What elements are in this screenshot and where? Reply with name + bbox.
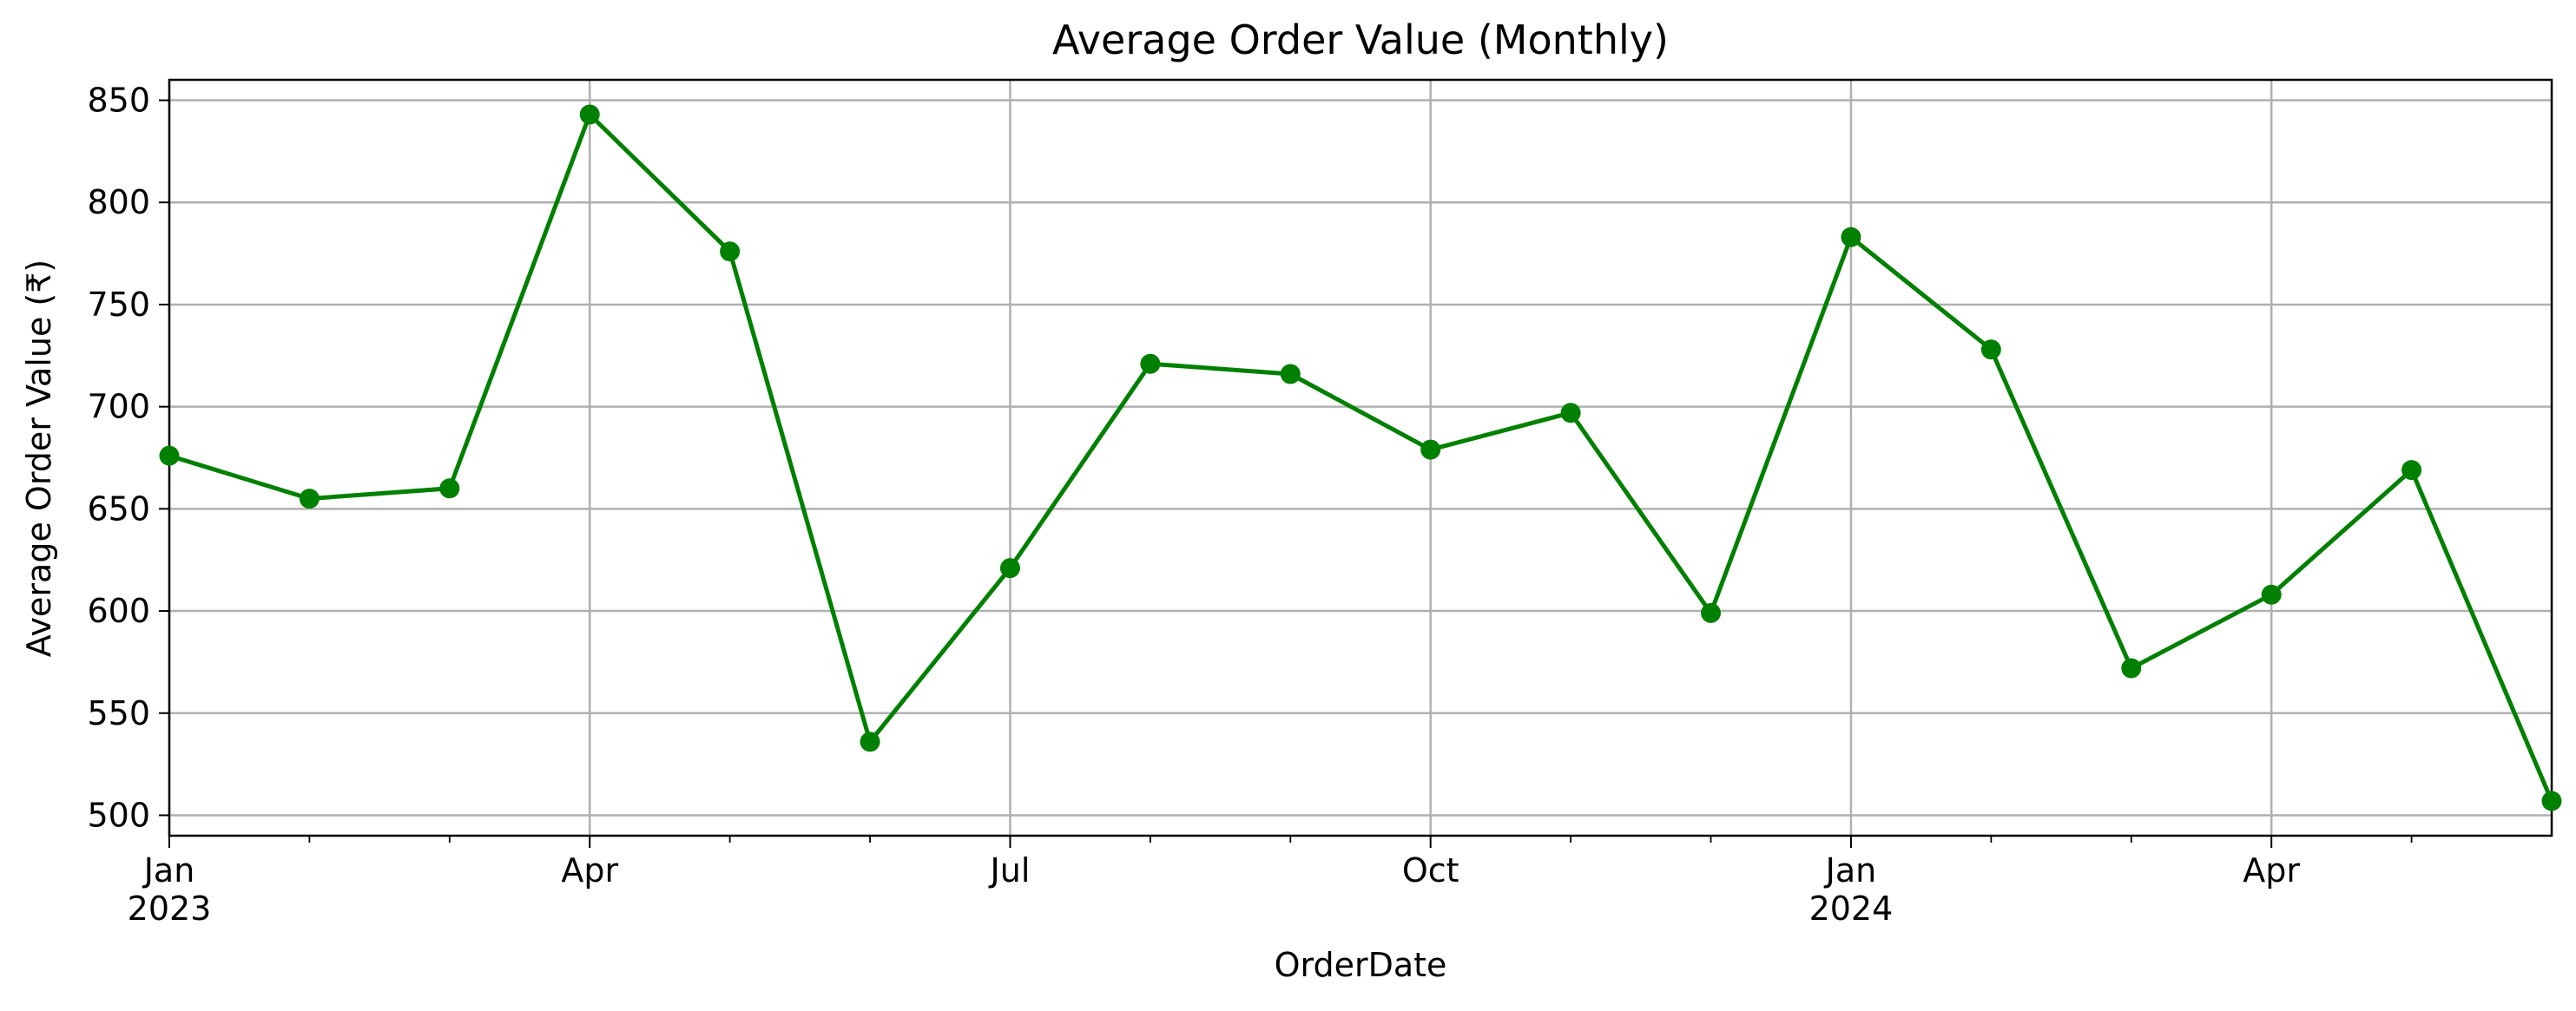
y-tick-label: 700 (87, 388, 150, 426)
y-tick-label: 750 (87, 286, 150, 324)
data-point (999, 558, 1020, 579)
data-point (860, 732, 880, 752)
x-axis-label: OrderDate (1275, 946, 1447, 984)
data-point (159, 445, 180, 466)
data-point (2541, 791, 2562, 811)
x-tick-label: Jul (989, 851, 1031, 890)
data-point (1420, 439, 1441, 460)
chart-title: Average Order Value (Monthly) (1052, 16, 1669, 63)
data-point (439, 478, 460, 499)
x-tick-year-label: 2023 (128, 890, 212, 928)
x-tick-label: Apr (561, 851, 618, 890)
x-tick-label: Apr (2243, 851, 2300, 890)
data-point (299, 489, 320, 509)
data-point (1560, 403, 1581, 423)
x-tick-label: Jan (1824, 851, 1877, 890)
data-point (2121, 658, 2142, 679)
x-tick-year-label: 2024 (1809, 890, 1894, 928)
plot-frame (168, 78, 2553, 837)
data-point (2401, 460, 2422, 481)
grid-lines (168, 80, 2552, 836)
y-axis-label: Average Order Value (₹) (20, 259, 58, 657)
y-tick-label: 850 (87, 82, 150, 120)
data-point (579, 104, 600, 125)
series-line (168, 112, 2554, 802)
y-tick-label: 600 (87, 592, 150, 630)
data-point (1701, 602, 1722, 623)
data-point (720, 241, 741, 262)
x-tick-label: Oct (1402, 851, 1459, 890)
data-point (1980, 339, 2001, 360)
y-tick-label: 800 (87, 183, 150, 221)
y-tick-label: 500 (87, 796, 150, 834)
y-tick-label: 550 (87, 694, 150, 732)
data-point (1841, 226, 1861, 247)
x-tick-label: Jan (142, 851, 195, 890)
data-point (1140, 353, 1161, 374)
data-point (1280, 364, 1301, 384)
series-average-order-value (159, 104, 2562, 811)
data-point (2261, 584, 2282, 605)
y-tick-label: 650 (87, 489, 150, 528)
